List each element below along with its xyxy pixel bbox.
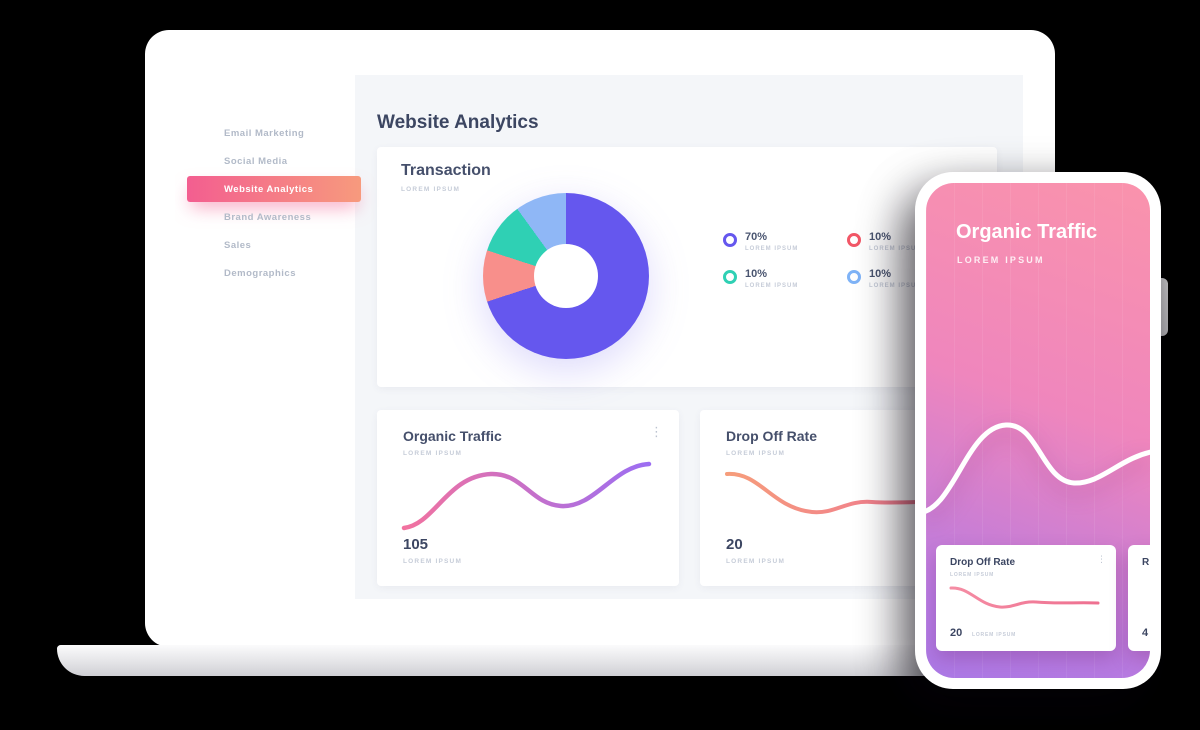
drop-off-rate-subtitle: LOREM IPSUM bbox=[726, 450, 786, 457]
phone-drop-off-card: Drop Off Rate LOREM IPSUM ⋮ 20 LOREM IPS… bbox=[936, 545, 1116, 651]
sidebar-item-website-analytics[interactable]: Website Analytics bbox=[187, 176, 361, 202]
organic-traffic-line-chart bbox=[401, 461, 652, 531]
phone-drop-off-value-label: LOREM IPSUM bbox=[972, 632, 1017, 638]
sidebar-item-sales[interactable]: Sales bbox=[224, 239, 252, 251]
laptop: Email Marketing Social Media Website Ana… bbox=[145, 30, 1055, 647]
legend-item-teal: 10% LOREM IPSUM bbox=[723, 268, 798, 289]
legend-value: 10% bbox=[869, 231, 892, 243]
organic-traffic-subtitle: LOREM IPSUM bbox=[403, 450, 463, 457]
drop-off-rate-title: Drop Off Rate bbox=[726, 428, 817, 444]
kebab-menu-icon[interactable]: ⋮ bbox=[1097, 554, 1106, 564]
transaction-subtitle: LOREM IPSUM bbox=[401, 186, 461, 193]
transaction-donut-chart bbox=[483, 193, 649, 359]
phone-second-card-value: 4 bbox=[1142, 627, 1149, 639]
phone-drop-off-value: 20 bbox=[950, 627, 963, 639]
page-title: Website Analytics bbox=[377, 111, 539, 133]
sidebar-item-demographics[interactable]: Demographics bbox=[224, 267, 296, 279]
legend-dot-purple-icon bbox=[723, 233, 737, 247]
sidebar-item-brand-awareness[interactable]: Brand Awareness bbox=[224, 211, 312, 223]
legend-item-blue: 10% LOREM IPSUM bbox=[847, 268, 922, 289]
phone-organic-line-chart bbox=[926, 422, 1150, 514]
legend-label: LOREM IPSUM bbox=[745, 246, 799, 252]
sidebar-item-email-marketing[interactable]: Email Marketing bbox=[224, 127, 305, 139]
phone-page-title: Organic Traffic bbox=[956, 221, 1098, 243]
transaction-card: Transaction LOREM IPSUM 70% LOREM IPSUM bbox=[377, 147, 997, 387]
phone-screen: Organic Traffic LOREM IPSUM Drop Off Rat… bbox=[926, 183, 1150, 678]
organic-traffic-value: 105 bbox=[403, 536, 429, 553]
kebab-menu-icon[interactable]: ⋮ bbox=[650, 424, 663, 439]
phone: Organic Traffic LOREM IPSUM Drop Off Rat… bbox=[915, 172, 1168, 689]
main-content: Website Analytics Transaction LOREM IPSU… bbox=[355, 75, 1023, 599]
laptop-screen: Email Marketing Social Media Website Ana… bbox=[175, 75, 1023, 599]
transaction-title: Transaction bbox=[401, 162, 491, 179]
legend-dot-blue-icon bbox=[847, 270, 861, 284]
legend-item-red: 10% LOREM IPSUM bbox=[847, 231, 922, 252]
legend-value: 10% bbox=[745, 268, 768, 280]
phone-power-button bbox=[1158, 278, 1168, 336]
sidebar: Email Marketing Social Media Website Ana… bbox=[175, 75, 361, 599]
phone-drop-off-subtitle: LOREM IPSUM bbox=[950, 572, 995, 578]
organic-traffic-value-label: LOREM IPSUM bbox=[403, 558, 463, 565]
organic-traffic-card: Organic Traffic LOREM IPSUM ⋮ 105 LOREM … bbox=[377, 410, 679, 586]
phone-second-card-title: R bbox=[1142, 557, 1150, 568]
drop-off-rate-value: 20 bbox=[726, 536, 743, 553]
drop-off-rate-value-label: LOREM IPSUM bbox=[726, 558, 786, 565]
legend-dot-red-icon bbox=[847, 233, 861, 247]
phone-page-subtitle: LOREM IPSUM bbox=[957, 255, 1045, 265]
legend-value: 10% bbox=[869, 268, 892, 280]
legend-label: LOREM IPSUM bbox=[869, 283, 923, 289]
phone-drop-off-title: Drop Off Rate bbox=[950, 557, 1015, 568]
legend-dot-teal-icon bbox=[723, 270, 737, 284]
sidebar-item-social-media[interactable]: Social Media bbox=[224, 155, 288, 167]
phone-drop-off-mini-chart bbox=[949, 586, 1100, 609]
legend-item-purple: 70% LOREM IPSUM bbox=[723, 231, 798, 252]
organic-traffic-title: Organic Traffic bbox=[403, 428, 502, 444]
legend-label: LOREM IPSUM bbox=[745, 283, 799, 289]
phone-second-card: R 4 bbox=[1128, 545, 1150, 651]
legend-value: 70% bbox=[745, 231, 768, 243]
legend-label: LOREM IPSUM bbox=[869, 246, 923, 252]
